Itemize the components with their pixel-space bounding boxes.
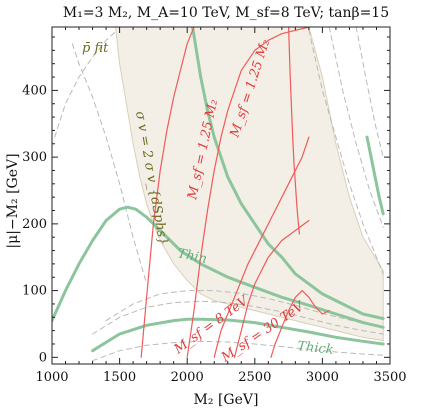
x-tick-label: 2000	[171, 370, 204, 385]
series-line-8-red	[270, 290, 330, 358]
series-line-16-dashed	[105, 290, 384, 328]
series-line-3-green	[191, 27, 385, 321]
x-tick-label: 3000	[306, 370, 339, 385]
series-line-14-dashed	[355, 27, 384, 158]
chart-title: M₁=3 M₂, M_A=10 TeV, M_sf=8 TeV; tanβ=15	[63, 5, 389, 21]
x-axis-title: M₂ [GeV]	[194, 392, 259, 408]
x-tick-label: 3500	[373, 370, 406, 385]
plot-frame	[51, 26, 391, 365]
series-line-4-red	[140, 27, 195, 358]
series-line-12-dashed	[308, 29, 384, 275]
series-line-9-red	[288, 27, 300, 235]
x-tick-label: 1000	[35, 370, 68, 385]
series-line-1-green	[91, 317, 385, 353]
axes-layer: 1000 1500 2000 2500 3000 3500 0 100 200 300 400	[22, 26, 407, 385]
y-tick-label: 100	[22, 284, 47, 299]
y-tick-label: 0	[39, 350, 47, 365]
plot-layer	[52, 27, 385, 362]
series-line-15-dashed	[92, 300, 384, 335]
x-tick-label: 1500	[103, 370, 136, 385]
x-tick-label: 2500	[238, 370, 271, 385]
y-tick-label: 300	[22, 150, 47, 165]
annotation-pbar-fit: p̄ fit	[82, 41, 109, 56]
y-axis-title: |μ|−M₂ [GeV]	[5, 153, 21, 248]
series-line-5-red	[186, 27, 310, 358]
series-line-7-red	[233, 219, 310, 358]
y-tick-label: 400	[22, 83, 47, 98]
series-line-6-red	[213, 136, 310, 358]
series-line-2-green	[365, 135, 385, 216]
series-line-10-dashed	[54, 29, 118, 138]
annotation-thin: Thin	[176, 246, 208, 267]
band-pbar-fit-0	[114, 27, 384, 342]
annotation-thick: Thick	[297, 339, 335, 358]
y-tick-label: 200	[22, 217, 47, 232]
series-line-0-green	[52, 205, 385, 329]
series-line-13-dashed	[328, 27, 384, 228]
series-line-11-dashed	[71, 43, 148, 285]
